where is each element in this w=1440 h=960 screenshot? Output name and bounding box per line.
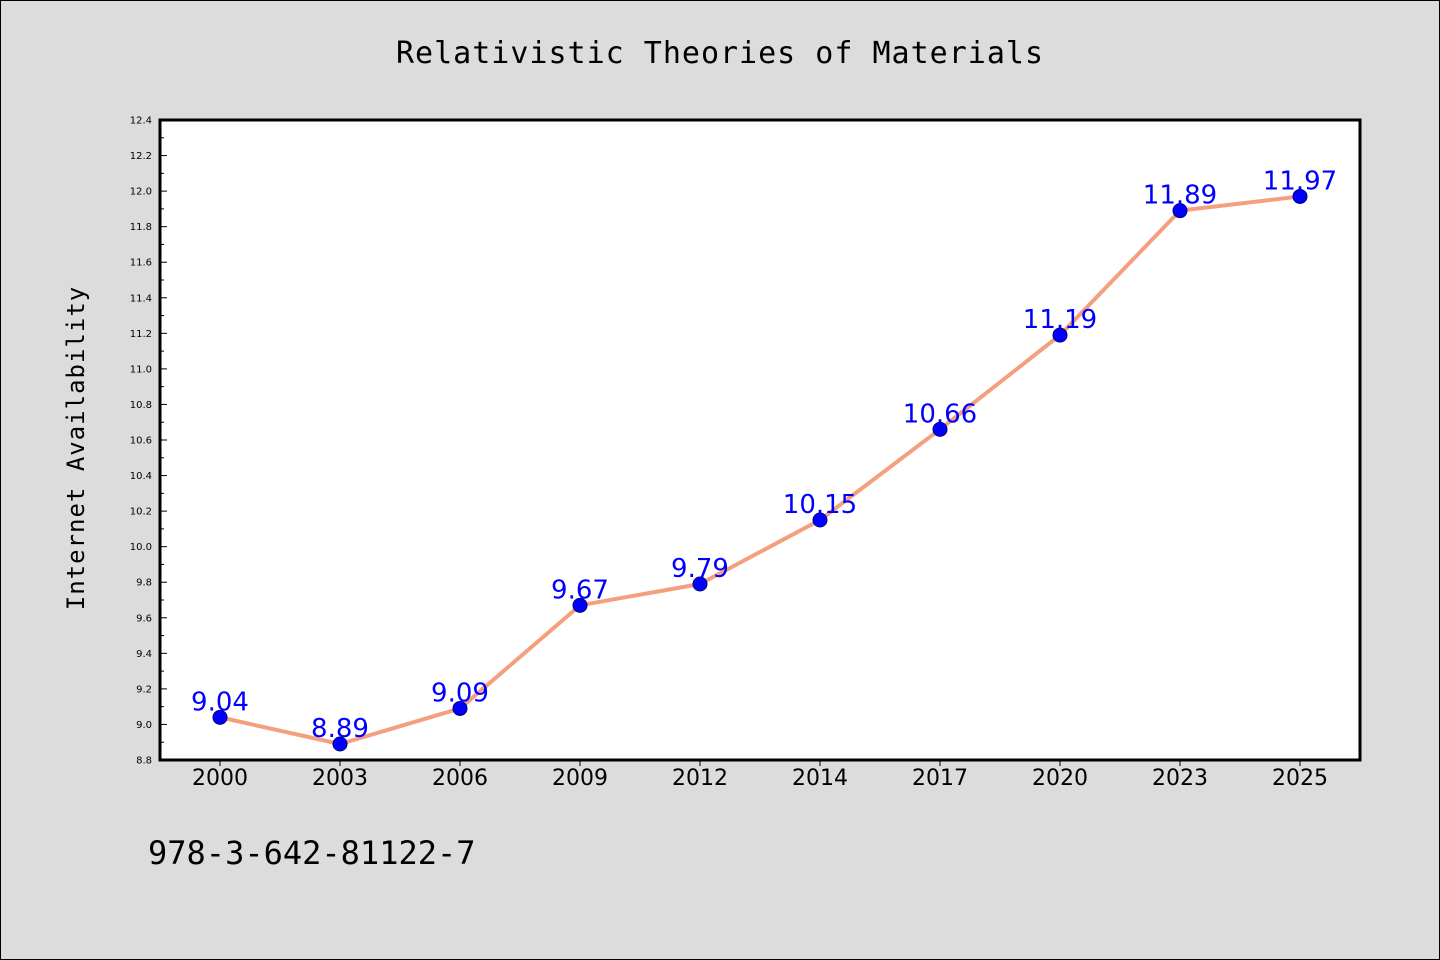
data-point	[812, 512, 828, 528]
chart-title: Relativistic Theories of Materials	[396, 36, 1044, 71]
x-tick-label: 2006	[432, 766, 488, 791]
data-label: 11.89	[1143, 181, 1217, 211]
data-labels: 9.04 8.89 9.09 9.67 9.79 10.15 10.66 11.19 11.89…	[191, 166, 1337, 744]
data-point	[932, 421, 948, 437]
y-tick-label: 12.2	[130, 151, 152, 162]
footer-code: 978-3-642-81122-7	[148, 834, 476, 872]
data-point	[692, 576, 708, 592]
data-label: 10.66	[903, 399, 977, 429]
x-tick-label: 2025	[1272, 766, 1328, 791]
data-label: 9.79	[671, 554, 729, 584]
x-axis-ticks: 2000 2003 2006 2009 2012 2014 2017 2020 2023 2025	[192, 760, 1328, 791]
y-tick-label: 11.2	[130, 329, 152, 340]
data-label: 9.04	[191, 687, 249, 717]
y-tick-label: 10.0	[130, 542, 152, 553]
data-label: 9.67	[551, 575, 609, 605]
y-tick-label: 12.0	[130, 187, 152, 198]
x-tick-label: 2023	[1152, 766, 1208, 791]
y-axis-label: Internet Availability	[62, 286, 90, 610]
y-tick-label: 10.6	[130, 436, 152, 447]
y-tick-label: 10.4	[130, 471, 152, 482]
data-point	[1292, 188, 1308, 204]
y-tick-label: 11.6	[130, 258, 152, 269]
y-tick-label: 9.2	[136, 684, 152, 695]
data-label: 11.97	[1263, 166, 1337, 196]
data-point	[1052, 327, 1068, 343]
data-label: 9.09	[431, 678, 489, 708]
y-tick-label: 9.4	[136, 649, 152, 660]
data-label: 11.19	[1023, 305, 1097, 335]
data-point	[572, 597, 588, 613]
x-tick-label: 2000	[192, 766, 248, 791]
x-tick-label: 2017	[912, 766, 968, 791]
data-markers	[212, 188, 1308, 752]
y-tick-label: 10.8	[130, 400, 152, 411]
plot-frame	[158, 118, 1362, 762]
x-tick-label: 2014	[792, 766, 848, 791]
plot-area	[160, 120, 1360, 760]
data-point	[332, 736, 348, 752]
y-tick-label: 9.6	[136, 613, 152, 624]
data-label: 8.89	[311, 714, 369, 744]
y-tick-label: 11.8	[130, 222, 152, 233]
series-line	[218, 194, 1302, 746]
y-tick-label: 11.4	[130, 293, 152, 304]
y-tick-label: 9.0	[136, 720, 152, 731]
data-label: 10.15	[783, 490, 857, 520]
y-tick-label: 12.4	[130, 116, 152, 127]
x-tick-label: 2003	[312, 766, 368, 791]
x-tick-label: 2012	[672, 766, 728, 791]
data-point	[212, 709, 228, 725]
y-tick-label: 8.8	[136, 756, 152, 767]
data-point	[1172, 203, 1188, 219]
y-tick-label: 10.2	[130, 507, 152, 518]
y-tick-label: 9.8	[136, 578, 152, 589]
x-tick-label: 2009	[552, 766, 608, 791]
x-tick-label: 2020	[1032, 766, 1088, 791]
y-tick-label: 11.0	[130, 364, 152, 375]
data-point	[452, 700, 468, 716]
